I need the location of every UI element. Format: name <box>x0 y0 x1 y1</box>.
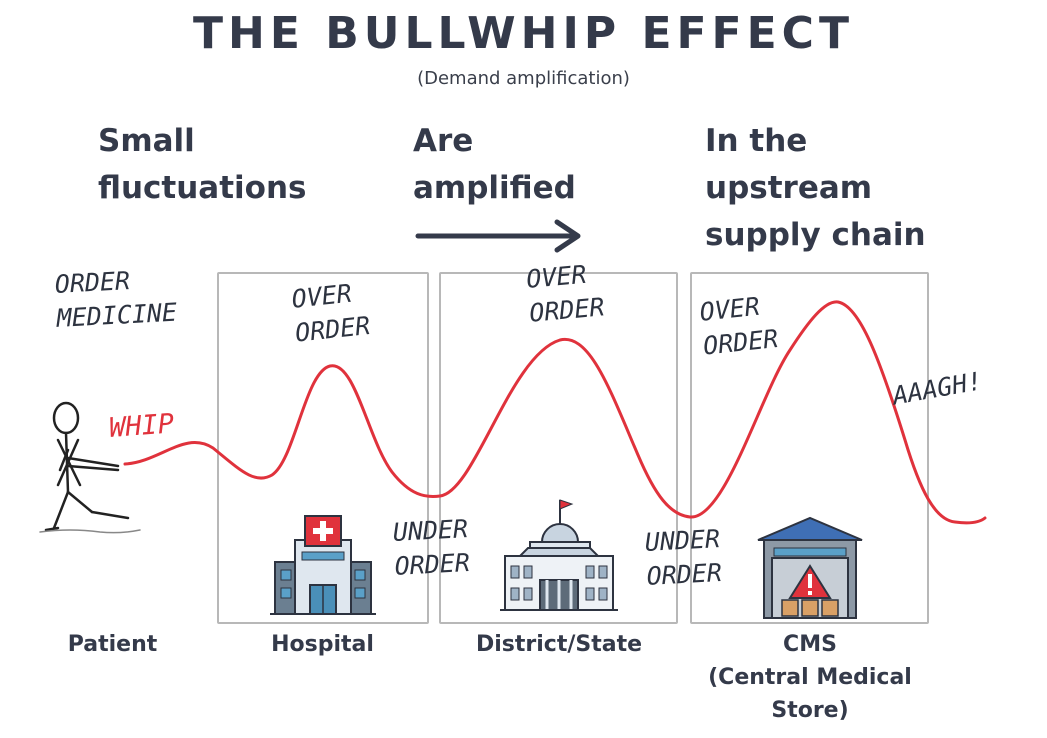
hospital-building-icon <box>270 515 376 615</box>
over-order-annotation: OVER ORDER <box>525 259 606 328</box>
stage-label-district: District/State <box>475 632 643 657</box>
stage-label-hospital: Hospital <box>271 632 374 657</box>
district-panel <box>439 272 678 624</box>
warehouse-icon <box>757 516 863 619</box>
under-order-annotation: UNDER ORDER <box>644 524 723 591</box>
page-subtitle: (Demand amplification) <box>417 68 630 89</box>
whip-annotation: WHIP <box>108 408 176 444</box>
over-order-annotation: OVER ORDER <box>698 291 780 361</box>
heading-small-fluctuations: Small fluctuations <box>98 123 307 206</box>
heading-upstream-supply-chain: In the upstream supply chain <box>705 123 926 253</box>
stage-label-patient: Patient <box>67 632 158 657</box>
bullwhip-wave <box>123 300 987 525</box>
over-order-annotation: OVER ORDER <box>290 278 372 348</box>
under-order-annotation: UNDER ORDER <box>392 514 471 581</box>
order-medicine-annotation: ORDER MEDICINE <box>54 266 178 333</box>
government-building-icon <box>500 499 618 611</box>
heading-are-amplified: Are amplified <box>413 123 576 206</box>
cms-panel <box>690 272 929 624</box>
right-arrow-icon <box>415 219 581 253</box>
stick-figure-icon <box>39 401 141 534</box>
stage-label-cms: CMS (Central Medical Store) <box>708 632 912 723</box>
hospital-panel <box>217 272 429 624</box>
page-title: THE BULLWHIP EFFECT <box>193 8 854 59</box>
